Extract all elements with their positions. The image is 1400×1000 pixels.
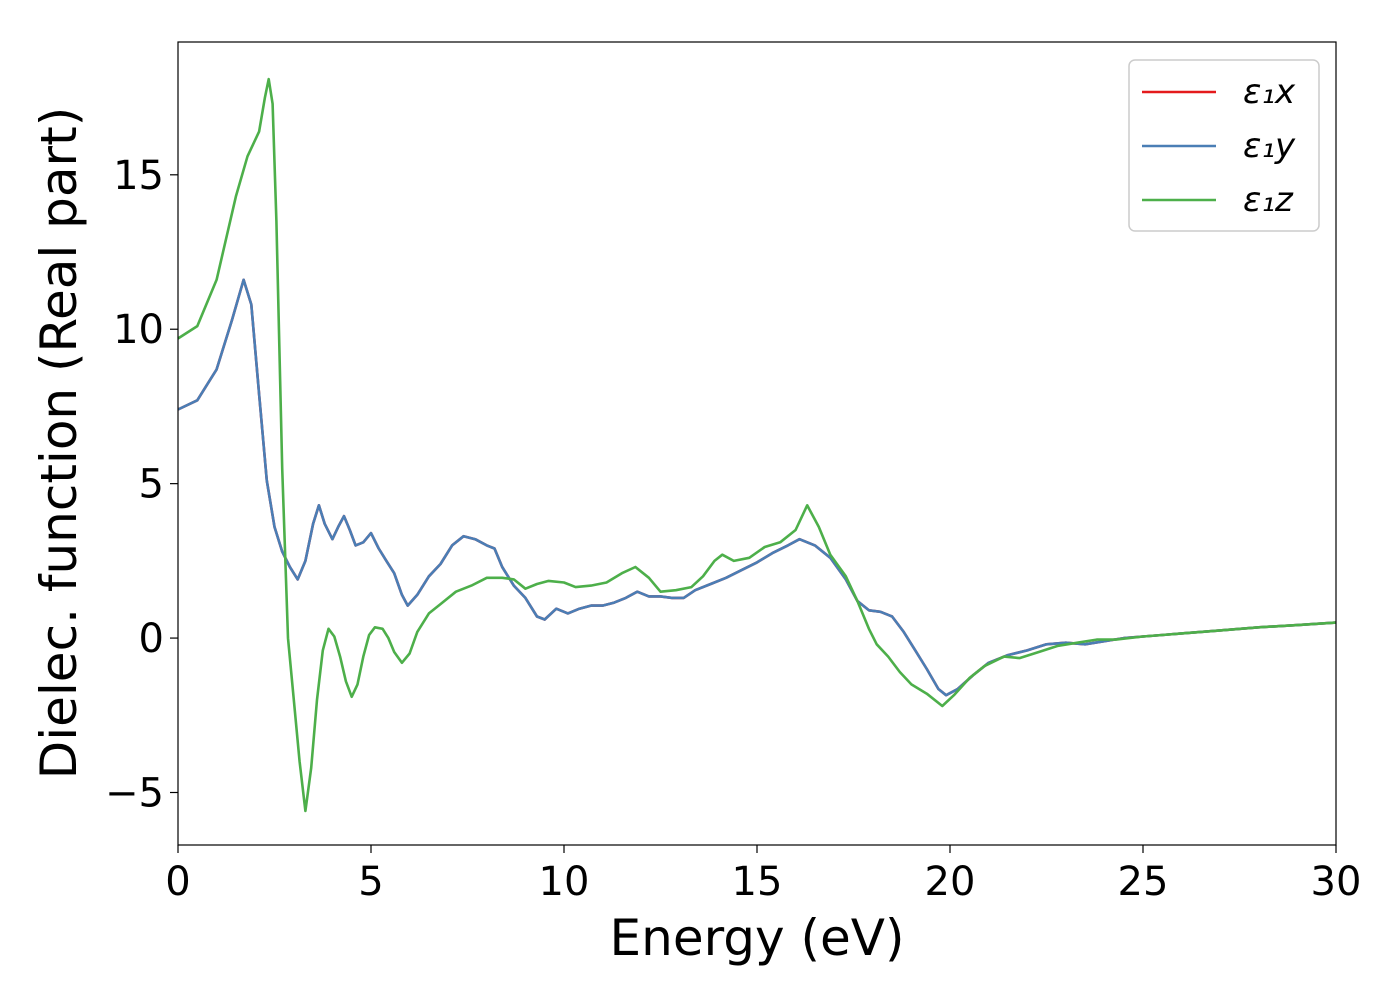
y-axis-label: Dielec. function (Real part) bbox=[30, 107, 88, 779]
y-tick-label: 0 bbox=[139, 616, 164, 662]
x-tick-label: 15 bbox=[732, 859, 783, 905]
y-axis: −5 0 5 10 15 bbox=[105, 153, 178, 816]
series-line-3 bbox=[177, 77, 1337, 813]
x-axis-label: Energy (eV) bbox=[610, 909, 905, 967]
legend-label-1: ε₁x bbox=[1243, 72, 1296, 112]
x-tick-label: 20 bbox=[925, 859, 976, 905]
x-tick-label: 30 bbox=[1311, 859, 1362, 905]
x-tick-label: 10 bbox=[539, 859, 590, 905]
y-tick-label: 5 bbox=[139, 462, 164, 508]
legend-label-2: ε₁y bbox=[1243, 126, 1296, 166]
legend-label-3: ε₁z bbox=[1243, 180, 1294, 220]
y-tick-label: −5 bbox=[105, 770, 164, 816]
x-axis: 0 5 10 15 20 25 30 bbox=[165, 845, 1361, 905]
x-tick-label: 25 bbox=[1118, 859, 1169, 905]
y-tick-label: 10 bbox=[113, 307, 164, 353]
legend-box bbox=[1128, 59, 1320, 232]
y-tick-label: 15 bbox=[113, 153, 164, 199]
x-tick-label: 0 bbox=[165, 859, 190, 905]
legend: ε₁x ε₁y ε₁z bbox=[1128, 59, 1320, 232]
series-layer bbox=[177, 77, 1337, 813]
x-tick-label: 5 bbox=[358, 859, 383, 905]
